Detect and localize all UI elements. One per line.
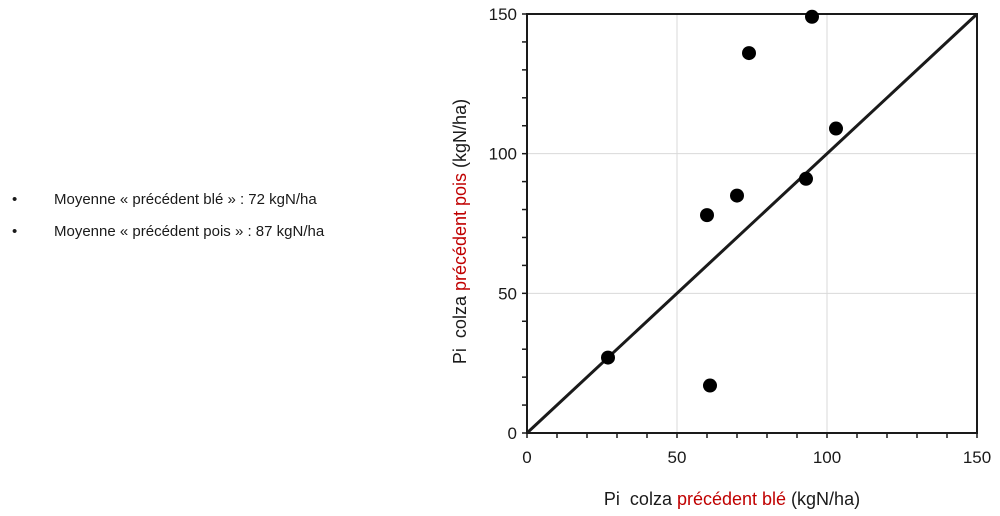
y-tick-label: 0	[508, 424, 517, 443]
x-tick-label: 150	[963, 448, 991, 467]
x-axis-title: Pi colza précédent blé (kgN/ha)	[604, 489, 860, 509]
y-tick-label: 100	[489, 145, 517, 164]
axis-title-segment: précédent pois	[450, 173, 470, 291]
data-point	[730, 188, 744, 203]
axis-title-segment: précédent blé	[677, 489, 786, 509]
x-tick-label: 0	[522, 448, 531, 467]
y-axis-title: Pi colza précédent pois (kgN/ha)	[450, 99, 470, 364]
bullet-icon: •	[12, 223, 18, 240]
axis-title-segment: (kgN/ha)	[450, 99, 470, 173]
data-points	[601, 9, 843, 393]
mean-pea-text: Moyenne « précédent pois » : 87 kgN/ha	[54, 223, 325, 240]
plot-frame	[526, 13, 978, 434]
data-point	[799, 171, 813, 186]
summary-list: • Moyenne « précédent blé » : 72 kgN/ha …	[8, 190, 324, 254]
x-tick-label: 50	[668, 448, 687, 467]
y-tick-label: 150	[489, 5, 517, 24]
axis-title-segment: Pi colza	[450, 291, 470, 364]
data-point	[805, 9, 819, 24]
identity-line	[525, 12, 979, 435]
data-point	[829, 121, 843, 136]
list-item: • Moyenne « précédent blé » : 72 kgN/ha	[8, 190, 324, 210]
x-tick-label: 100	[813, 448, 841, 467]
data-point	[742, 46, 756, 61]
list-item: • Moyenne « précédent pois » : 87 kgN/ha	[8, 222, 324, 242]
data-point	[700, 208, 714, 223]
gridlines	[527, 14, 977, 433]
mean-wheat-text: Moyenne « précédent blé » : 72 kgN/ha	[54, 191, 317, 208]
bullet-icon: •	[12, 191, 18, 208]
data-point	[703, 378, 717, 393]
axis-ticks: 0 50 100 150 0 50 100 150	[489, 5, 992, 467]
y-tick-label: 50	[498, 284, 517, 303]
axis-title-segment: (kgN/ha)	[786, 489, 860, 509]
axis-title-segment: Pi colza	[604, 489, 677, 509]
data-point	[601, 350, 615, 365]
